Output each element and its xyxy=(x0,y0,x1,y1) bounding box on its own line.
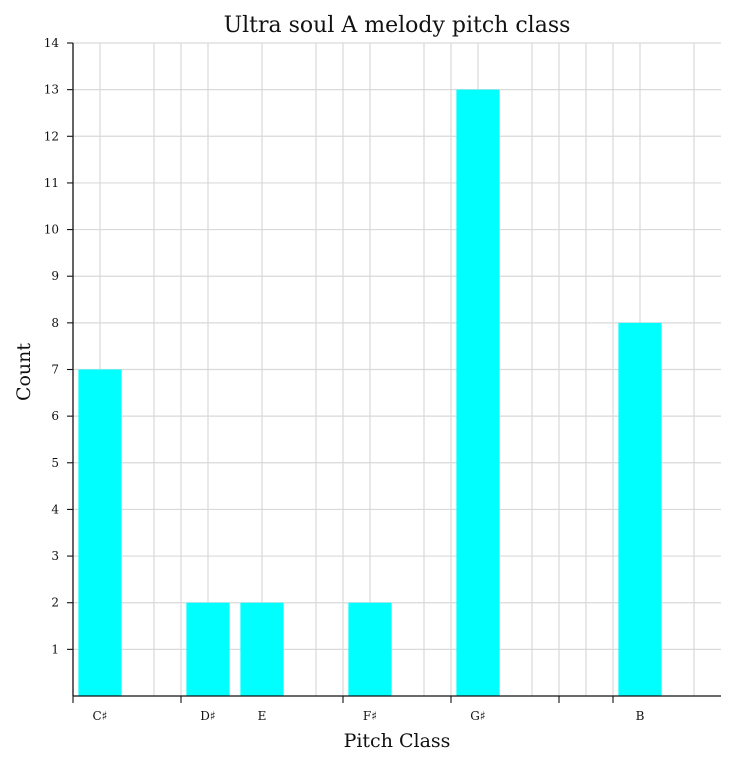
y-tick-label: 13 xyxy=(44,83,59,97)
y-tick-label: 1 xyxy=(51,642,59,656)
bar xyxy=(186,602,230,696)
x-ticks: C♯ D♯ E F♯ G♯ B xyxy=(72,696,645,723)
bar xyxy=(456,89,500,696)
y-tick-label: 11 xyxy=(44,176,59,190)
y-tick-label: 10 xyxy=(44,223,59,237)
y-tick-label: 12 xyxy=(44,129,59,143)
bar xyxy=(618,322,662,696)
bar xyxy=(78,369,122,696)
x-tick-label: C♯ xyxy=(93,709,108,723)
y-tick-label: 5 xyxy=(51,456,59,470)
x-tick-label: E xyxy=(258,709,267,723)
bar xyxy=(348,602,392,696)
y-axis-label: Count xyxy=(13,343,35,401)
y-tick-label: 9 xyxy=(51,269,59,283)
x-tick-label: B xyxy=(636,709,645,723)
y-tick-label: 4 xyxy=(51,502,59,516)
bars xyxy=(78,89,662,696)
chart-title: Ultra soul A melody pitch class xyxy=(224,13,571,38)
bar xyxy=(240,602,284,696)
x-tick-label: G♯ xyxy=(470,709,485,723)
y-tick-label: 6 xyxy=(51,409,59,423)
y-tick-label: 3 xyxy=(51,549,59,563)
x-tick-label: F♯ xyxy=(363,709,377,723)
y-tick-label: 14 xyxy=(44,36,60,50)
y-tick-label: 8 xyxy=(51,316,59,330)
x-axis-label: Pitch Class xyxy=(344,730,451,752)
x-tick-label: D♯ xyxy=(200,709,215,723)
y-tick-label: 7 xyxy=(51,363,59,377)
y-tick-label: 2 xyxy=(51,596,59,610)
